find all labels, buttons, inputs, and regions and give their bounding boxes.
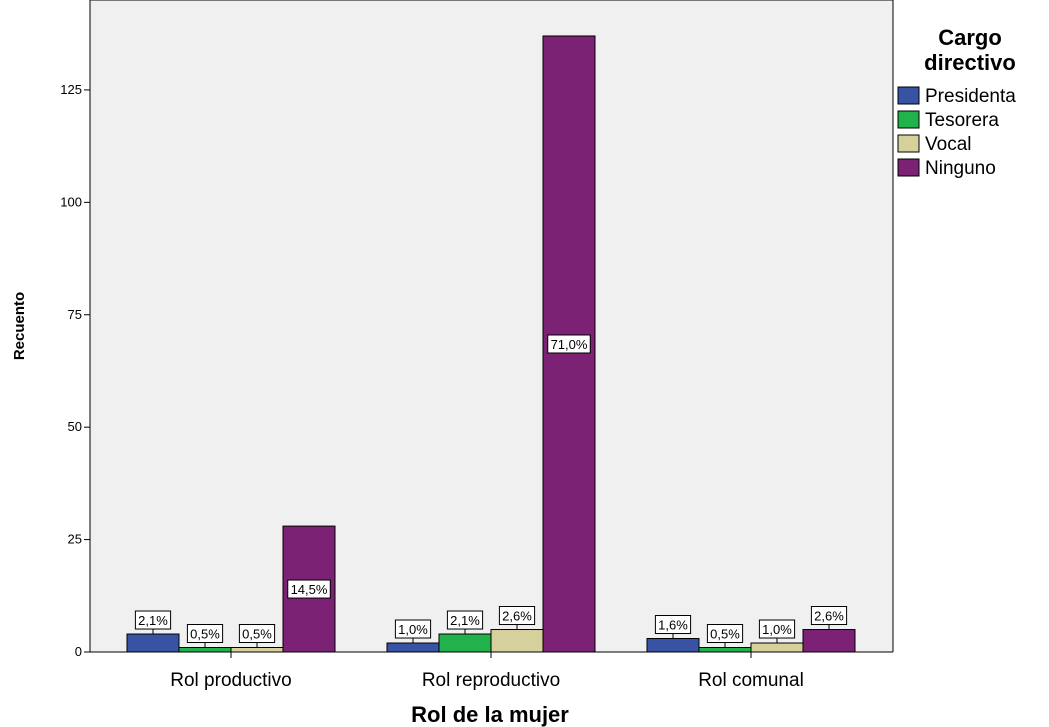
- bar-0-0: [126, 633, 180, 653]
- bar-1-1: [438, 633, 492, 653]
- x-tick-label-1: Rol reproductivo: [422, 670, 560, 691]
- y-axis: 0 25 50 75 100 125: [60, 0, 894, 659]
- bar-1-0: [386, 642, 440, 653]
- bar-2-3: [802, 629, 856, 653]
- data-label-2-0: 1,6%: [658, 618, 688, 633]
- data-label-1-0: 1,0%: [398, 622, 428, 637]
- data-label-box-1-2: [498, 606, 536, 626]
- legend-title-line-2: directivo: [924, 50, 1016, 75]
- data-label-box-2-3: [810, 606, 848, 626]
- bar-0-1: [178, 647, 232, 653]
- data-label-box-1-1: [446, 610, 484, 630]
- bar-0-2: [230, 647, 284, 653]
- data-label-0-2: 0,5%: [242, 627, 272, 642]
- y-tick-label-5: 125: [60, 82, 82, 97]
- data-label-1-1: 2,1%: [450, 613, 480, 628]
- data-label-box-2-0: [654, 615, 692, 635]
- bar-2-2: [750, 642, 804, 653]
- data-label-box-1-3: [547, 334, 591, 354]
- x-tick-label-0: Rol productivo: [170, 670, 291, 691]
- bar-2-0: [646, 638, 700, 653]
- data-label-0-3: 14,5%: [291, 582, 328, 597]
- data-label-box-0-2: [238, 624, 276, 644]
- data-label-0-0: 2,1%: [138, 613, 168, 628]
- legend-label-3: Ninguno: [925, 158, 996, 179]
- legend-label-0: Presidenta: [925, 86, 1016, 107]
- data-label-2-1: 0,5%: [710, 627, 740, 642]
- data-label-box-2-2: [758, 619, 796, 639]
- data-label-box-0-1: [186, 624, 224, 644]
- legend-swatch-0: [897, 86, 920, 105]
- legend-swatch-2: [897, 134, 920, 153]
- y-axis-title: Recuento: [11, 292, 28, 360]
- y-tick-label-0: 0: [75, 644, 82, 659]
- data-label-box-1-0: [394, 619, 432, 639]
- data-label-box-0-3: [287, 579, 331, 599]
- data-label-box-2-1: [706, 624, 744, 644]
- y-tick-label-2: 50: [68, 419, 82, 434]
- legend-swatch-1: [897, 110, 920, 129]
- data-label-2-3: 2,6%: [814, 609, 844, 624]
- data-label-0-1: 0,5%: [190, 627, 220, 642]
- x-axis: Rol productivo Rol reproductivo Rol comuna…: [90, 651, 893, 691]
- bar-2-1: [698, 647, 752, 653]
- legend-label-1: Tesorera: [925, 110, 999, 131]
- data-label-1-2: 2,6%: [502, 609, 532, 624]
- x-tick-label-2: Rol comunal: [698, 670, 804, 691]
- data-labels-layer: 2,1% 0,5% 0,5% 14,5% 1,0% 2,1% 2,6% 71,0% 1,6% 0,…: [134, 334, 848, 648]
- y-tick-label-3: 75: [68, 307, 82, 322]
- y-tick-label-4: 100: [60, 194, 82, 209]
- data-label-box-0-0: [134, 610, 172, 630]
- data-label-1-3: 71,0%: [551, 337, 588, 352]
- x-axis-title: Rol de la mujer: [411, 702, 569, 727]
- plot-area: [90, 0, 893, 652]
- legend-label-2: Vocal: [925, 134, 971, 155]
- bar-1-2: [490, 629, 544, 653]
- y-tick-label-1: 25: [68, 532, 82, 547]
- legend-swatch-3: [897, 158, 920, 177]
- legend: Cargo directivo Presidenta Tesorera Vocal N…: [897, 25, 1016, 179]
- data-label-2-2: 1,0%: [762, 622, 792, 637]
- legend-title-line-1: Cargo: [938, 25, 1002, 50]
